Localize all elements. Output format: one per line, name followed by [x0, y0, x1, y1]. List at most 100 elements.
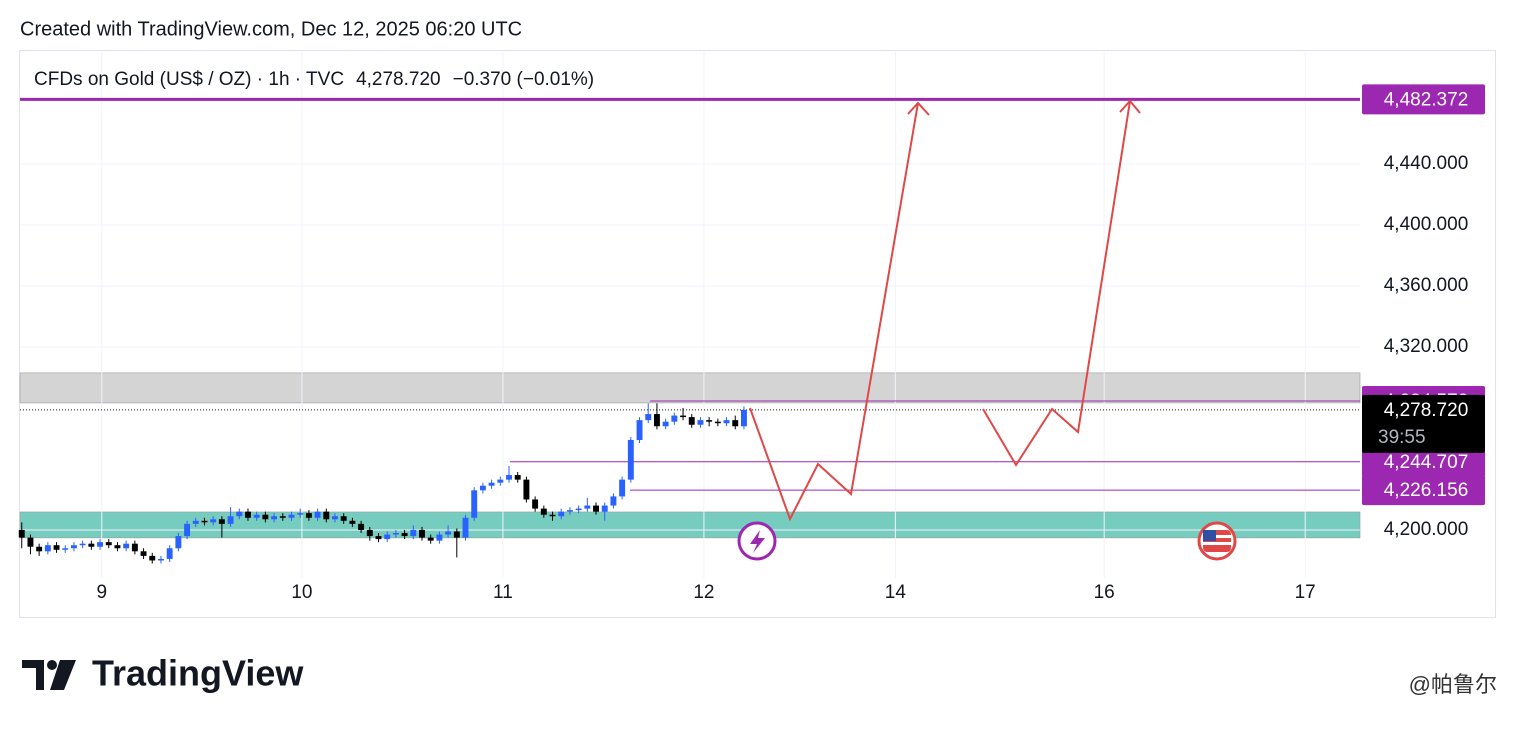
candle-body [149, 555, 156, 561]
candle-body [497, 479, 504, 483]
candle-body [392, 533, 399, 535]
candle-body [653, 414, 660, 427]
y-tick-label: 4,440.000 [1384, 153, 1469, 174]
x-tick-label: 9 [97, 582, 108, 603]
drawing-path [982, 100, 1131, 467]
candle-body [105, 542, 112, 546]
candle-body [645, 414, 652, 421]
candle-body [210, 519, 217, 523]
candle-body [506, 475, 512, 480]
candle-body [453, 531, 460, 538]
candle-body [79, 543, 86, 546]
candle-body [549, 514, 556, 517]
y-tick-label: 4,360.000 [1384, 275, 1469, 296]
candle-body [131, 543, 138, 552]
candle-body [88, 543, 95, 547]
drawing-arrowhead [907, 101, 930, 116]
candle-body [70, 545, 77, 549]
candle-body [523, 479, 530, 500]
x-tick-label: 10 [291, 582, 312, 603]
candle-body [436, 534, 443, 541]
candle-body [714, 421, 721, 424]
candle-body [288, 514, 295, 518]
x-tick-label: 14 [885, 582, 907, 603]
candle-body [680, 415, 686, 418]
drawing-path [749, 102, 919, 522]
level-tag [1362, 446, 1485, 477]
candle-body [566, 510, 573, 512]
candle-body [410, 529, 417, 537]
candle-body [462, 517, 469, 538]
candle-body [627, 439, 634, 480]
chart-frame [19, 50, 1496, 618]
candle-body [488, 482, 495, 486]
candle-body [158, 558, 164, 561]
candle-body [445, 531, 452, 535]
level-label: 4,482.372 [1384, 89, 1469, 110]
candles [18, 403, 747, 564]
candle-body [36, 546, 43, 552]
level-tag [1362, 84, 1485, 115]
event-icon[interactable] [1197, 521, 1237, 561]
event-icon[interactable] [737, 521, 777, 561]
x-tick-label: 12 [693, 582, 714, 603]
candle-body [27, 537, 34, 547]
candle-body [227, 516, 234, 524]
y-tick-label: 4,400.000 [1384, 214, 1469, 235]
candle-body [97, 542, 104, 547]
candle-body [610, 496, 617, 506]
candle-body [201, 520, 208, 523]
candle-body [732, 420, 739, 427]
x-tick-label: 16 [1094, 582, 1115, 603]
candle-body [253, 514, 260, 518]
candle-body [384, 534, 391, 540]
candle-body [636, 420, 643, 440]
last-price-tag [1362, 394, 1485, 453]
candle-body [558, 511, 565, 517]
candle-body [479, 485, 486, 491]
candle-body [697, 420, 704, 425]
zone [19, 511, 1361, 539]
candle-body [419, 529, 425, 538]
candle-body [245, 511, 251, 518]
x-tick-label: 17 [1295, 582, 1316, 603]
countdown: 39:55 [1378, 427, 1426, 448]
candle-body [114, 545, 121, 549]
candle-body [62, 548, 69, 550]
legend-symbol: CFDs on Gold (US$ / OZ) · 1h · TVC [34, 69, 344, 90]
candle-body [540, 508, 547, 515]
zone [19, 372, 1361, 404]
candle-body [349, 520, 356, 524]
candle-body [593, 505, 599, 512]
drawing-arrowhead [1119, 99, 1141, 114]
candle-body [532, 499, 539, 509]
legend: CFDs on Gold (US$ / OZ) · 1h · TVC 4,278.… [34, 69, 594, 90]
candle-body [688, 417, 695, 425]
candle-body [279, 516, 286, 518]
candle-body [358, 523, 365, 530]
logo-v [50, 660, 76, 690]
flag-canton [1203, 530, 1216, 541]
flag-stripe [1203, 535, 1231, 538]
candle-body [340, 516, 347, 521]
watermark: @帕鲁尔 [1409, 672, 1497, 697]
candle-body [584, 505, 591, 509]
level-tag [1362, 475, 1485, 506]
candle-body [601, 505, 608, 512]
y-tick-label: 4,320.000 [1384, 336, 1469, 357]
candle-body [297, 513, 304, 515]
logo-dot [47, 660, 57, 670]
candle-body [740, 409, 747, 427]
lightning [750, 530, 765, 553]
legend-change: −0.370 (−0.01%) [453, 69, 595, 90]
candle-body [184, 523, 191, 537]
candle-body [401, 533, 408, 537]
candle-body [175, 536, 182, 549]
candle-body [262, 514, 269, 520]
candle-body [236, 511, 243, 517]
candle-body [123, 543, 130, 549]
candle-body [514, 475, 521, 480]
